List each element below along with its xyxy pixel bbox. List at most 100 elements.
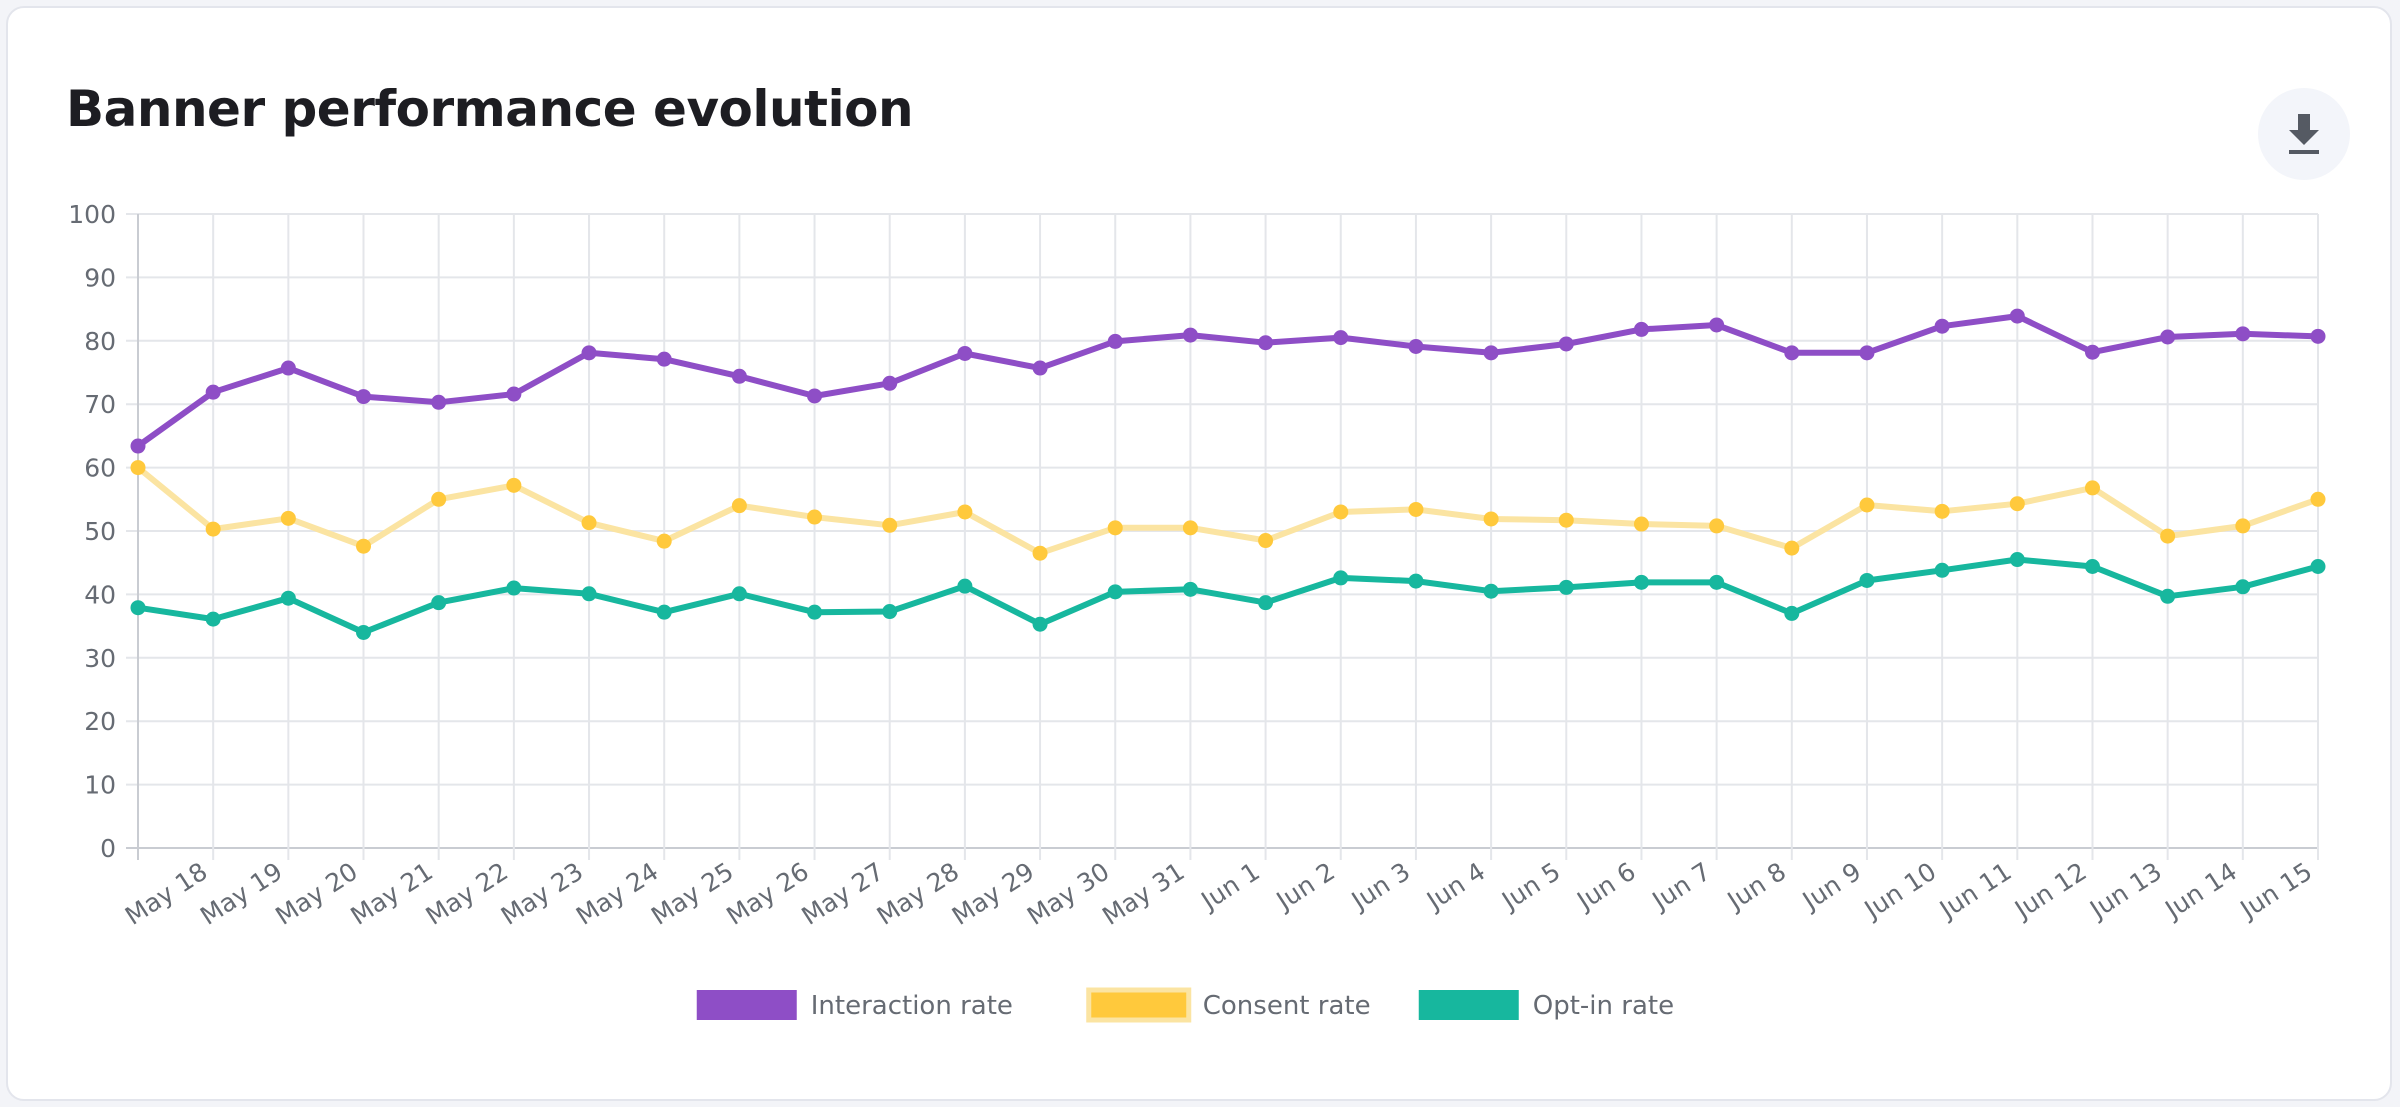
data-point [1483,583,1499,599]
data-point [2310,328,2326,344]
x-tick-label: May 31 [1097,857,1189,931]
data-point [1483,511,1499,527]
legend-swatch [696,990,797,1020]
data-point [130,438,146,454]
data-point [1408,573,1424,589]
data-point [1258,335,1274,351]
data-point [205,611,221,627]
series-line [135,464,2321,557]
x-tick-label: May 21 [345,857,437,931]
data-point [1859,572,1875,588]
data-point [2235,326,2251,342]
data-point [2084,559,2100,575]
data-point [581,345,597,361]
data-point [1934,562,1950,578]
data-point [1333,570,1349,586]
x-tick-label: Jun 6 [1570,857,1640,917]
legend-label: Opt-in rate [1533,991,1674,1021]
y-tick-label: 90 [84,263,116,292]
data-point [882,375,898,391]
data-point [2009,496,2025,512]
x-tick-label: May 19 [195,857,287,931]
data-point [130,600,146,616]
data-point [506,477,522,493]
legend-swatch [1418,990,1519,1020]
y-tick-label: 10 [84,771,116,800]
data-point [1934,318,1950,334]
data-point [1859,345,1875,361]
page-title: Banner performance evolution [66,80,914,138]
x-tick-label: Jun 3 [1345,857,1415,917]
x-tick-label: May 24 [571,857,663,931]
x-tick-label: May 25 [646,857,738,931]
data-point [957,504,973,520]
data-point [731,368,747,384]
x-tick-label: Jun 8 [1721,857,1791,917]
download-icon [2289,114,2319,154]
x-tick-label: May 28 [872,857,964,931]
data-point [731,498,747,514]
data-point [1784,345,1800,361]
data-point [1784,605,1800,621]
data-point [1558,512,1574,528]
x-tick-label: May 22 [421,857,513,931]
data-point [2084,344,2100,360]
x-tick-label: May 18 [120,857,212,931]
data-point [581,586,597,602]
data-point [1483,345,1499,361]
x-tick-label: Jun 10 [1858,857,1942,925]
data-point [356,624,372,640]
x-tick-label: Jun 13 [2083,857,2167,925]
data-point [581,515,597,531]
data-point [957,345,973,361]
data-point [807,604,823,620]
data-point [2310,491,2326,507]
series-line [135,556,2321,636]
data-point [1032,616,1048,632]
data-point [2009,308,2025,324]
data-point [280,590,296,606]
data-point [1934,503,1950,519]
y-tick-label: 30 [84,644,116,673]
data-point [280,510,296,526]
x-tick-label: Jun 11 [1933,857,2017,925]
data-point [2160,588,2176,604]
data-point [2009,552,2025,568]
data-point [2160,528,2176,544]
data-point [1633,321,1649,337]
data-point [356,389,372,405]
y-tick-label: 70 [84,390,116,419]
x-tick-label: May 30 [1022,857,1114,931]
x-tick-label: May 20 [270,857,362,931]
data-point [1633,516,1649,532]
legend-swatch [1086,987,1192,1023]
x-tick-label: Jun 12 [2008,857,2092,925]
data-point [506,580,522,596]
y-tick-label: 0 [100,834,116,863]
data-point [1107,584,1123,600]
data-point [807,388,823,404]
y-tick-label: 20 [84,707,116,736]
data-point [1558,579,1574,595]
data-point [731,586,747,602]
x-tick-label: Jun 1 [1195,857,1265,917]
data-point [2084,480,2100,496]
y-tick-label: 50 [84,517,116,546]
download-button[interactable] [2258,88,2350,180]
data-point [882,517,898,533]
data-point [1107,520,1123,536]
data-point [2235,579,2251,595]
data-point [656,533,672,549]
data-point [1709,518,1725,534]
data-point [431,394,447,410]
x-tick-label: Jun 15 [2234,857,2318,925]
data-point [957,578,973,594]
data-point [1258,533,1274,549]
y-tick-label: 100 [68,200,116,229]
data-point [1558,336,1574,352]
data-point [1182,327,1198,343]
data-point [882,604,898,620]
chart-card: Banner performance evolution [6,6,2392,1101]
legend-label: Interaction rate [811,991,1013,1021]
